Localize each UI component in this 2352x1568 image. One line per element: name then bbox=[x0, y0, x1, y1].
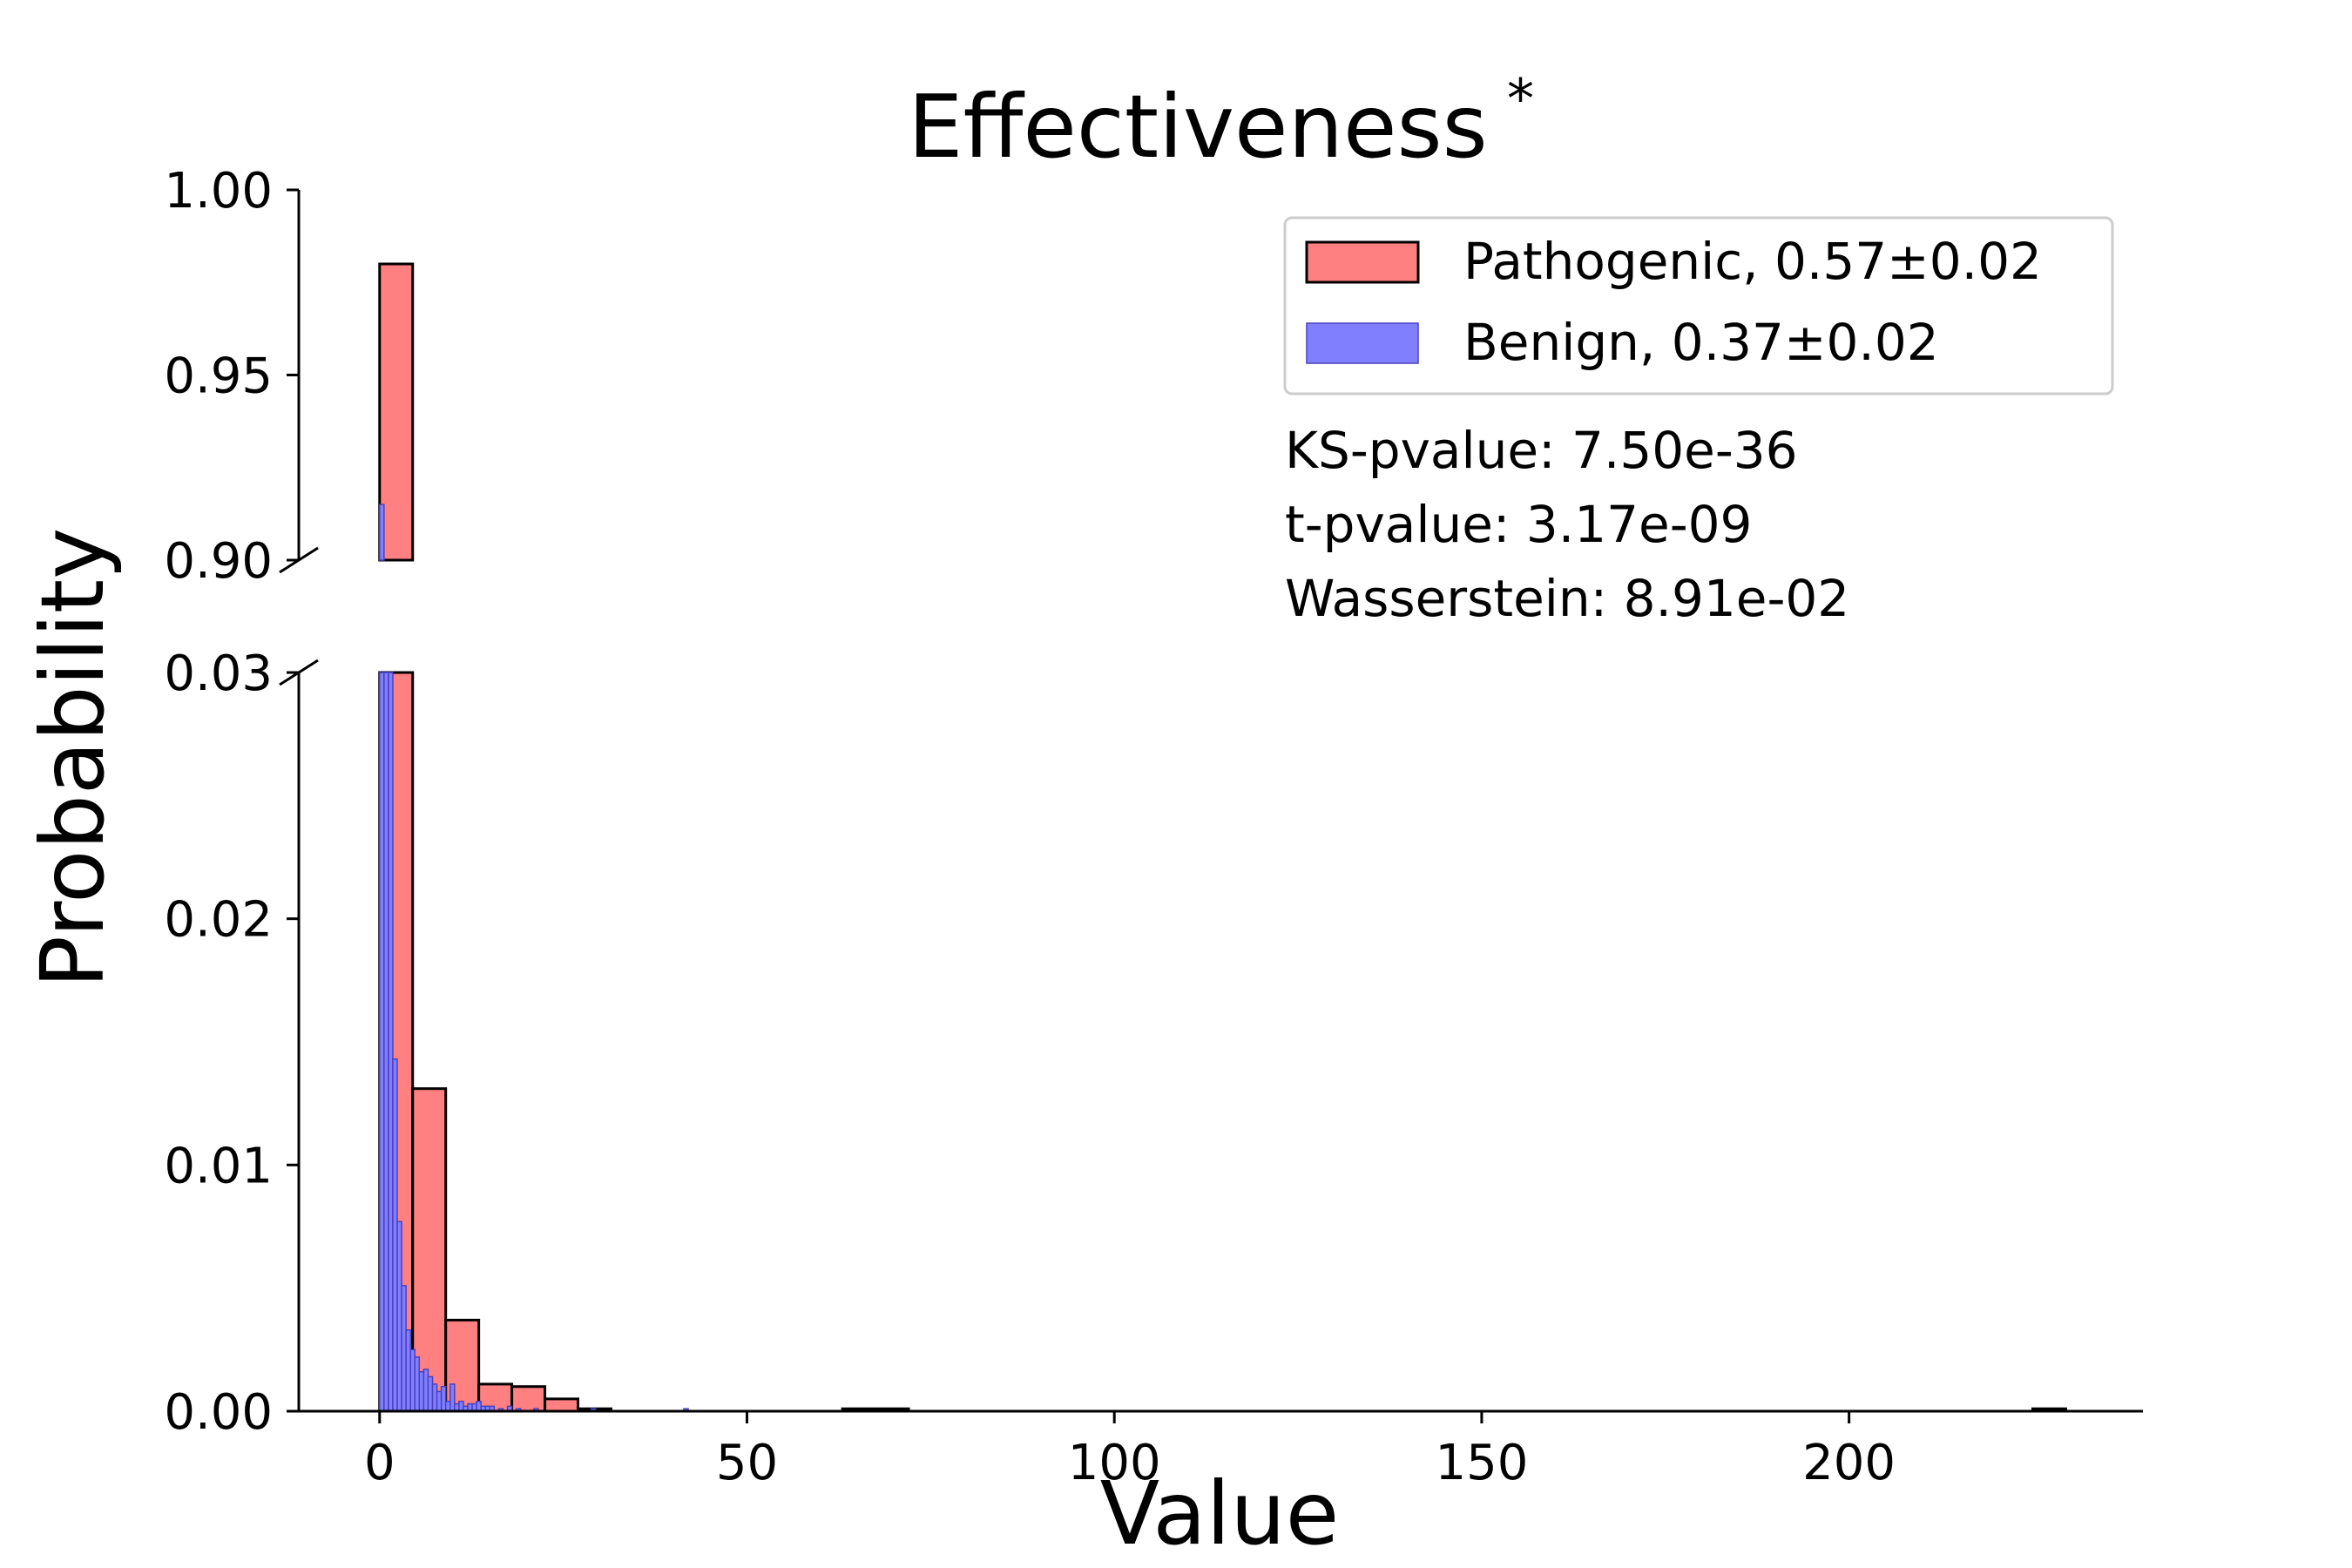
bar-benign-3 bbox=[392, 1058, 398, 1412]
bar-pathogenic-5 bbox=[544, 1397, 580, 1413]
bar-benign-14 bbox=[440, 1385, 447, 1412]
bar-benign-10 bbox=[422, 1369, 429, 1412]
bar-benign-0 bbox=[379, 672, 385, 1412]
x-tick-label-3: 150 bbox=[1435, 1435, 1528, 1491]
legend-frame bbox=[1283, 216, 2114, 395]
bar-benign-5 bbox=[401, 1285, 407, 1412]
legend-label-benign: Benign, 0.37±0.02 bbox=[1463, 313, 1939, 372]
bar-benign-11 bbox=[427, 1375, 434, 1412]
bar-pathogenic-4 bbox=[510, 1385, 547, 1413]
ks-pvalue-text: KS-pvalue: 7.50e-36 bbox=[1285, 421, 1798, 480]
legend: Pathogenic, 0.57±0.02 Benign, 0.37±0.02 bbox=[1283, 216, 2114, 395]
tick-labels: 0 50 100 150 200 0.90 0.95 1.00 0.00 0.01 0.02 0.03 bbox=[164, 163, 1896, 1491]
x-tick-label-0: 0 bbox=[364, 1435, 395, 1491]
chart-title-superscript: * bbox=[1507, 67, 1534, 131]
y-tick-label-lower-1: 0.01 bbox=[164, 1138, 273, 1194]
y-axis-title: Probability bbox=[22, 528, 124, 989]
x-tick-label-4: 200 bbox=[1802, 1435, 1896, 1491]
y-tick-label-lower-3: 0.03 bbox=[164, 645, 273, 702]
y-tick-label-lower-2: 0.02 bbox=[164, 892, 273, 949]
chart-title: Effectiveness bbox=[908, 76, 1487, 178]
legend-swatch-benign bbox=[1306, 322, 1419, 364]
bar-benign-2 bbox=[388, 672, 394, 1412]
x-tick-label-1: 50 bbox=[716, 1435, 778, 1491]
t-pvalue-text: t-pvalue: 3.17e-09 bbox=[1285, 495, 1752, 554]
bar-benign-6 bbox=[405, 1328, 411, 1412]
bar-benign-4 bbox=[396, 1220, 402, 1412]
bars-lower-panel bbox=[378, 671, 2067, 1413]
y-tick-label-lower-0: 0.00 bbox=[164, 1384, 273, 1441]
bar-benign-1 bbox=[383, 672, 389, 1412]
bar-upper-benign-0 bbox=[379, 504, 385, 561]
y-tick-label-upper-0: 0.90 bbox=[164, 533, 273, 590]
y-tick-label-upper-1: 0.95 bbox=[164, 348, 273, 405]
bar-benign-16 bbox=[449, 1383, 456, 1412]
bar-benign-13 bbox=[436, 1390, 443, 1412]
bar-benign-7 bbox=[409, 1348, 416, 1412]
bar-benign-9 bbox=[418, 1371, 425, 1412]
axes bbox=[279, 188, 2143, 1423]
y-tick-label-upper-2: 1.00 bbox=[164, 163, 273, 220]
bar-benign-8 bbox=[414, 1356, 421, 1412]
stats-annotation: KS-pvalue: 7.50e-36 t-pvalue: 3.17e-09 W… bbox=[1285, 421, 1849, 628]
x-axis-title: Value bbox=[1100, 1463, 1340, 1565]
bar-benign-12 bbox=[431, 1383, 438, 1412]
x-tick-label-2: 100 bbox=[1068, 1435, 1161, 1491]
legend-label-pathogenic: Pathogenic, 0.57±0.02 bbox=[1463, 232, 2042, 291]
wasserstein-text: Wasserstein: 8.91e-02 bbox=[1285, 569, 1849, 628]
bar-benign-18 bbox=[458, 1400, 464, 1412]
legend-swatch-pathogenic bbox=[1305, 240, 1420, 284]
bar-benign-22 bbox=[476, 1400, 482, 1412]
bars-upper-panel bbox=[378, 262, 415, 562]
bar-upper-pathogenic-0 bbox=[378, 262, 415, 562]
bar-benign-15 bbox=[444, 1400, 451, 1412]
